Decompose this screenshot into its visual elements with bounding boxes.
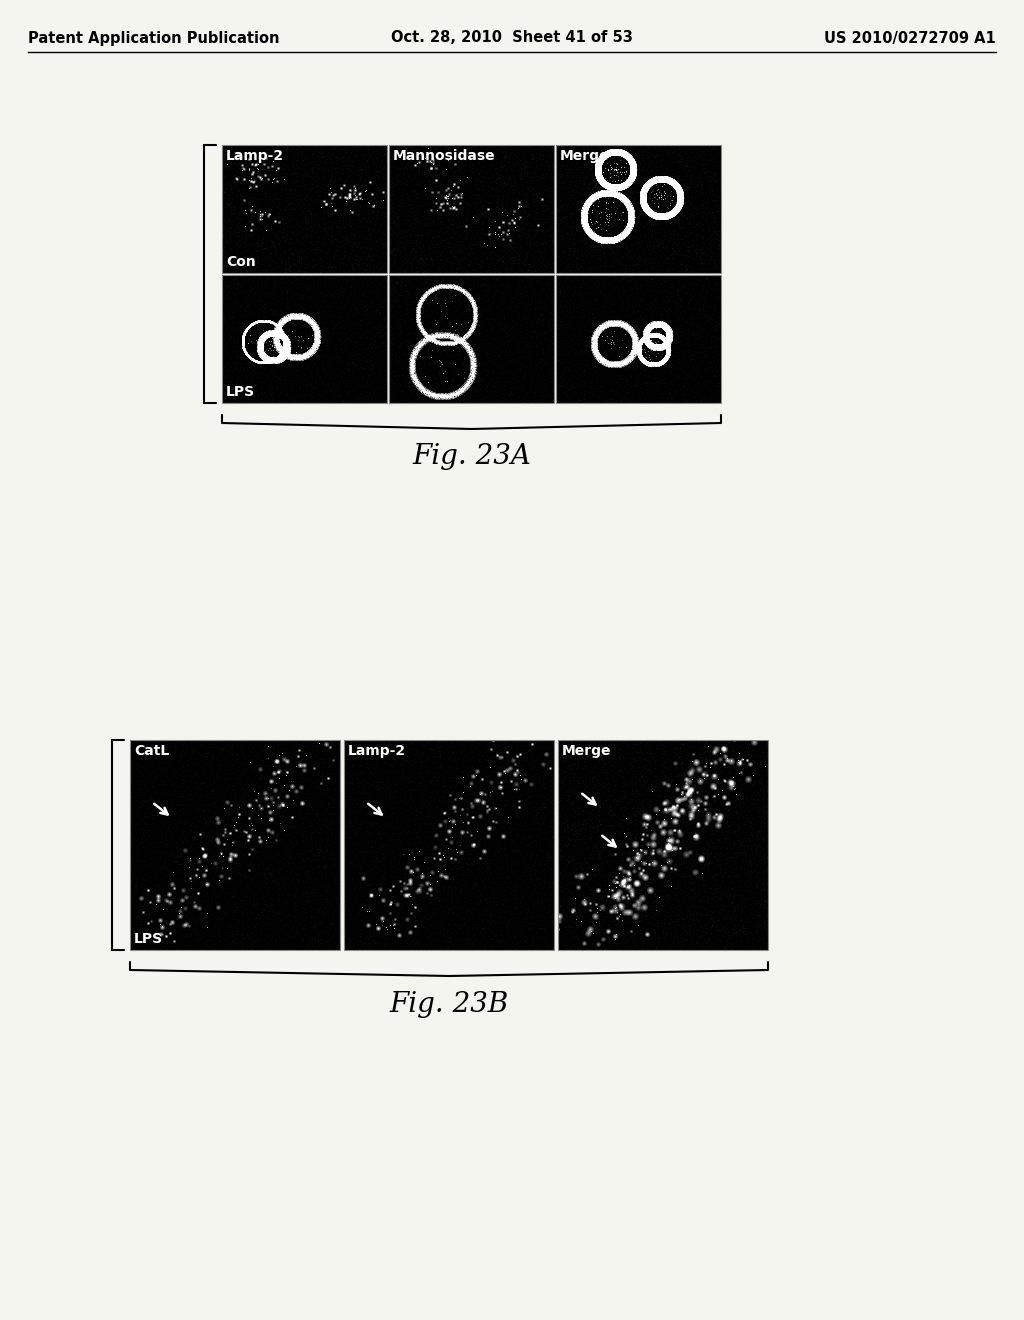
Text: Lamp-2: Lamp-2 <box>348 744 407 758</box>
Text: CatL: CatL <box>134 744 169 758</box>
Text: US 2010/0272709 A1: US 2010/0272709 A1 <box>824 30 996 45</box>
Text: LPS: LPS <box>134 932 163 946</box>
Text: Oct. 28, 2010  Sheet 41 of 53: Oct. 28, 2010 Sheet 41 of 53 <box>391 30 633 45</box>
Bar <box>558 741 768 950</box>
Bar <box>389 145 554 273</box>
Text: Fig. 23A: Fig. 23A <box>412 444 530 470</box>
Bar <box>222 275 387 403</box>
Text: Fig. 23B: Fig. 23B <box>389 990 509 1018</box>
Text: Lamp-2: Lamp-2 <box>226 149 284 162</box>
Bar <box>556 275 721 403</box>
Text: LPS: LPS <box>226 385 255 399</box>
Bar <box>344 741 554 950</box>
Bar <box>130 741 340 950</box>
Bar <box>556 145 721 273</box>
Bar <box>222 145 387 273</box>
Text: Con: Con <box>226 255 256 269</box>
Bar <box>389 275 554 403</box>
Text: Merge: Merge <box>562 744 611 758</box>
Text: Merge: Merge <box>560 149 609 162</box>
Text: Patent Application Publication: Patent Application Publication <box>28 30 280 45</box>
Text: Mannosidase: Mannosidase <box>393 149 496 162</box>
